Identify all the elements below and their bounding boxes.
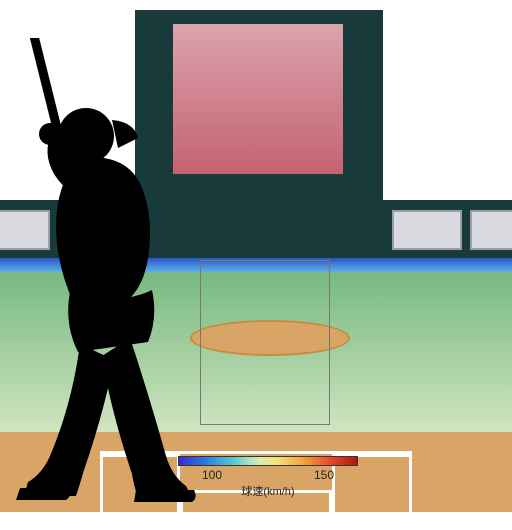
batter-silhouette (0, 38, 230, 508)
stand-panel (392, 230, 462, 250)
pitch-location-chart: 100 150 球速(km/h) (0, 0, 512, 512)
legend-tick-max: 150 (314, 468, 334, 482)
stand-panel (470, 230, 512, 250)
